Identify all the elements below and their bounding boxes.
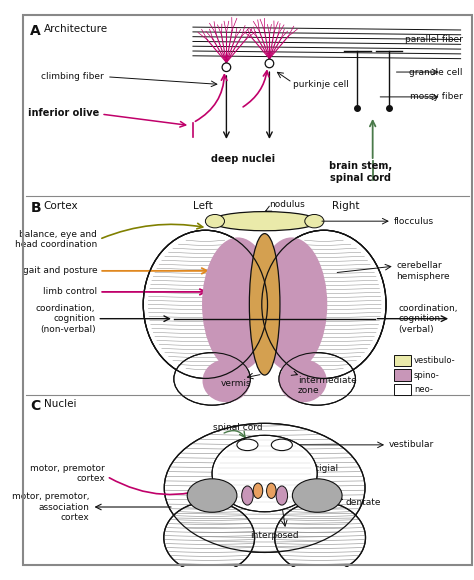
Text: inferior olive: inferior olive [28, 108, 99, 118]
Text: parallel fiber: parallel fiber [405, 35, 463, 44]
Ellipse shape [279, 359, 327, 403]
Ellipse shape [202, 359, 250, 403]
Ellipse shape [305, 215, 324, 228]
Ellipse shape [279, 353, 356, 405]
Ellipse shape [255, 237, 327, 371]
Text: nodulus: nodulus [269, 200, 305, 209]
Text: Architecture: Architecture [44, 24, 108, 34]
Text: C: C [30, 399, 41, 413]
Ellipse shape [174, 353, 250, 405]
Ellipse shape [202, 237, 273, 371]
Ellipse shape [292, 479, 342, 512]
Text: Nuclei: Nuclei [44, 399, 76, 409]
Ellipse shape [164, 423, 365, 552]
Text: limb control: limb control [43, 288, 97, 296]
Bar [394, 384, 411, 395]
Bar [394, 355, 411, 367]
Text: flocculus: flocculus [394, 217, 434, 226]
Text: cerebellar
hemisphere: cerebellar hemisphere [397, 262, 450, 281]
Text: B: B [30, 201, 41, 215]
Ellipse shape [266, 483, 276, 498]
Text: neo-: neo- [414, 385, 433, 394]
Circle shape [265, 59, 273, 68]
Text: brain stem,
spinal cord: brain stem, spinal cord [328, 161, 392, 183]
Ellipse shape [271, 439, 292, 451]
Text: Cortex: Cortex [44, 201, 78, 211]
Text: intermediate
zone: intermediate zone [298, 376, 357, 396]
Text: deep nuclei: deep nuclei [210, 154, 275, 164]
Text: granule cell: granule cell [409, 67, 463, 77]
Text: mossy fiber: mossy fiber [410, 92, 463, 101]
Text: Right: Right [332, 201, 360, 211]
Text: spinal cord: spinal cord [213, 423, 263, 433]
Text: vestibular: vestibular [389, 440, 434, 450]
Ellipse shape [242, 486, 253, 505]
Ellipse shape [276, 486, 288, 505]
Text: coordination,
cognition
(non-verbal): coordination, cognition (non-verbal) [36, 304, 95, 334]
Text: climbing fiber: climbing fiber [41, 72, 104, 81]
Ellipse shape [212, 436, 317, 512]
Ellipse shape [262, 230, 386, 378]
Text: vestibulo-: vestibulo- [414, 356, 456, 365]
Text: balance, eye and
head coordination: balance, eye and head coordination [15, 230, 97, 249]
Text: fastigial: fastigial [303, 464, 339, 473]
Ellipse shape [249, 234, 280, 375]
Ellipse shape [211, 212, 318, 231]
Text: dentate: dentate [346, 498, 382, 507]
Text: Left: Left [192, 201, 212, 211]
Ellipse shape [237, 439, 258, 451]
Ellipse shape [143, 230, 267, 378]
Text: motor, premotor
cortex: motor, premotor cortex [30, 464, 105, 483]
Ellipse shape [187, 479, 237, 512]
Text: coordination,
cognition
(verbal): coordination, cognition (verbal) [399, 304, 458, 334]
Circle shape [222, 63, 231, 71]
Ellipse shape [205, 215, 225, 228]
Text: gait and posture: gait and posture [23, 266, 97, 276]
Text: motor, premotor,
association
cortex: motor, premotor, association cortex [12, 492, 90, 522]
Bar [394, 369, 411, 381]
Text: A: A [30, 24, 41, 38]
Text: purkinje cell: purkinje cell [293, 80, 349, 89]
Ellipse shape [164, 502, 255, 574]
Text: spino-: spino- [414, 371, 439, 379]
Text: interposed: interposed [250, 531, 299, 540]
Ellipse shape [274, 502, 365, 574]
Text: vermis: vermis [221, 379, 251, 388]
Ellipse shape [253, 483, 263, 498]
